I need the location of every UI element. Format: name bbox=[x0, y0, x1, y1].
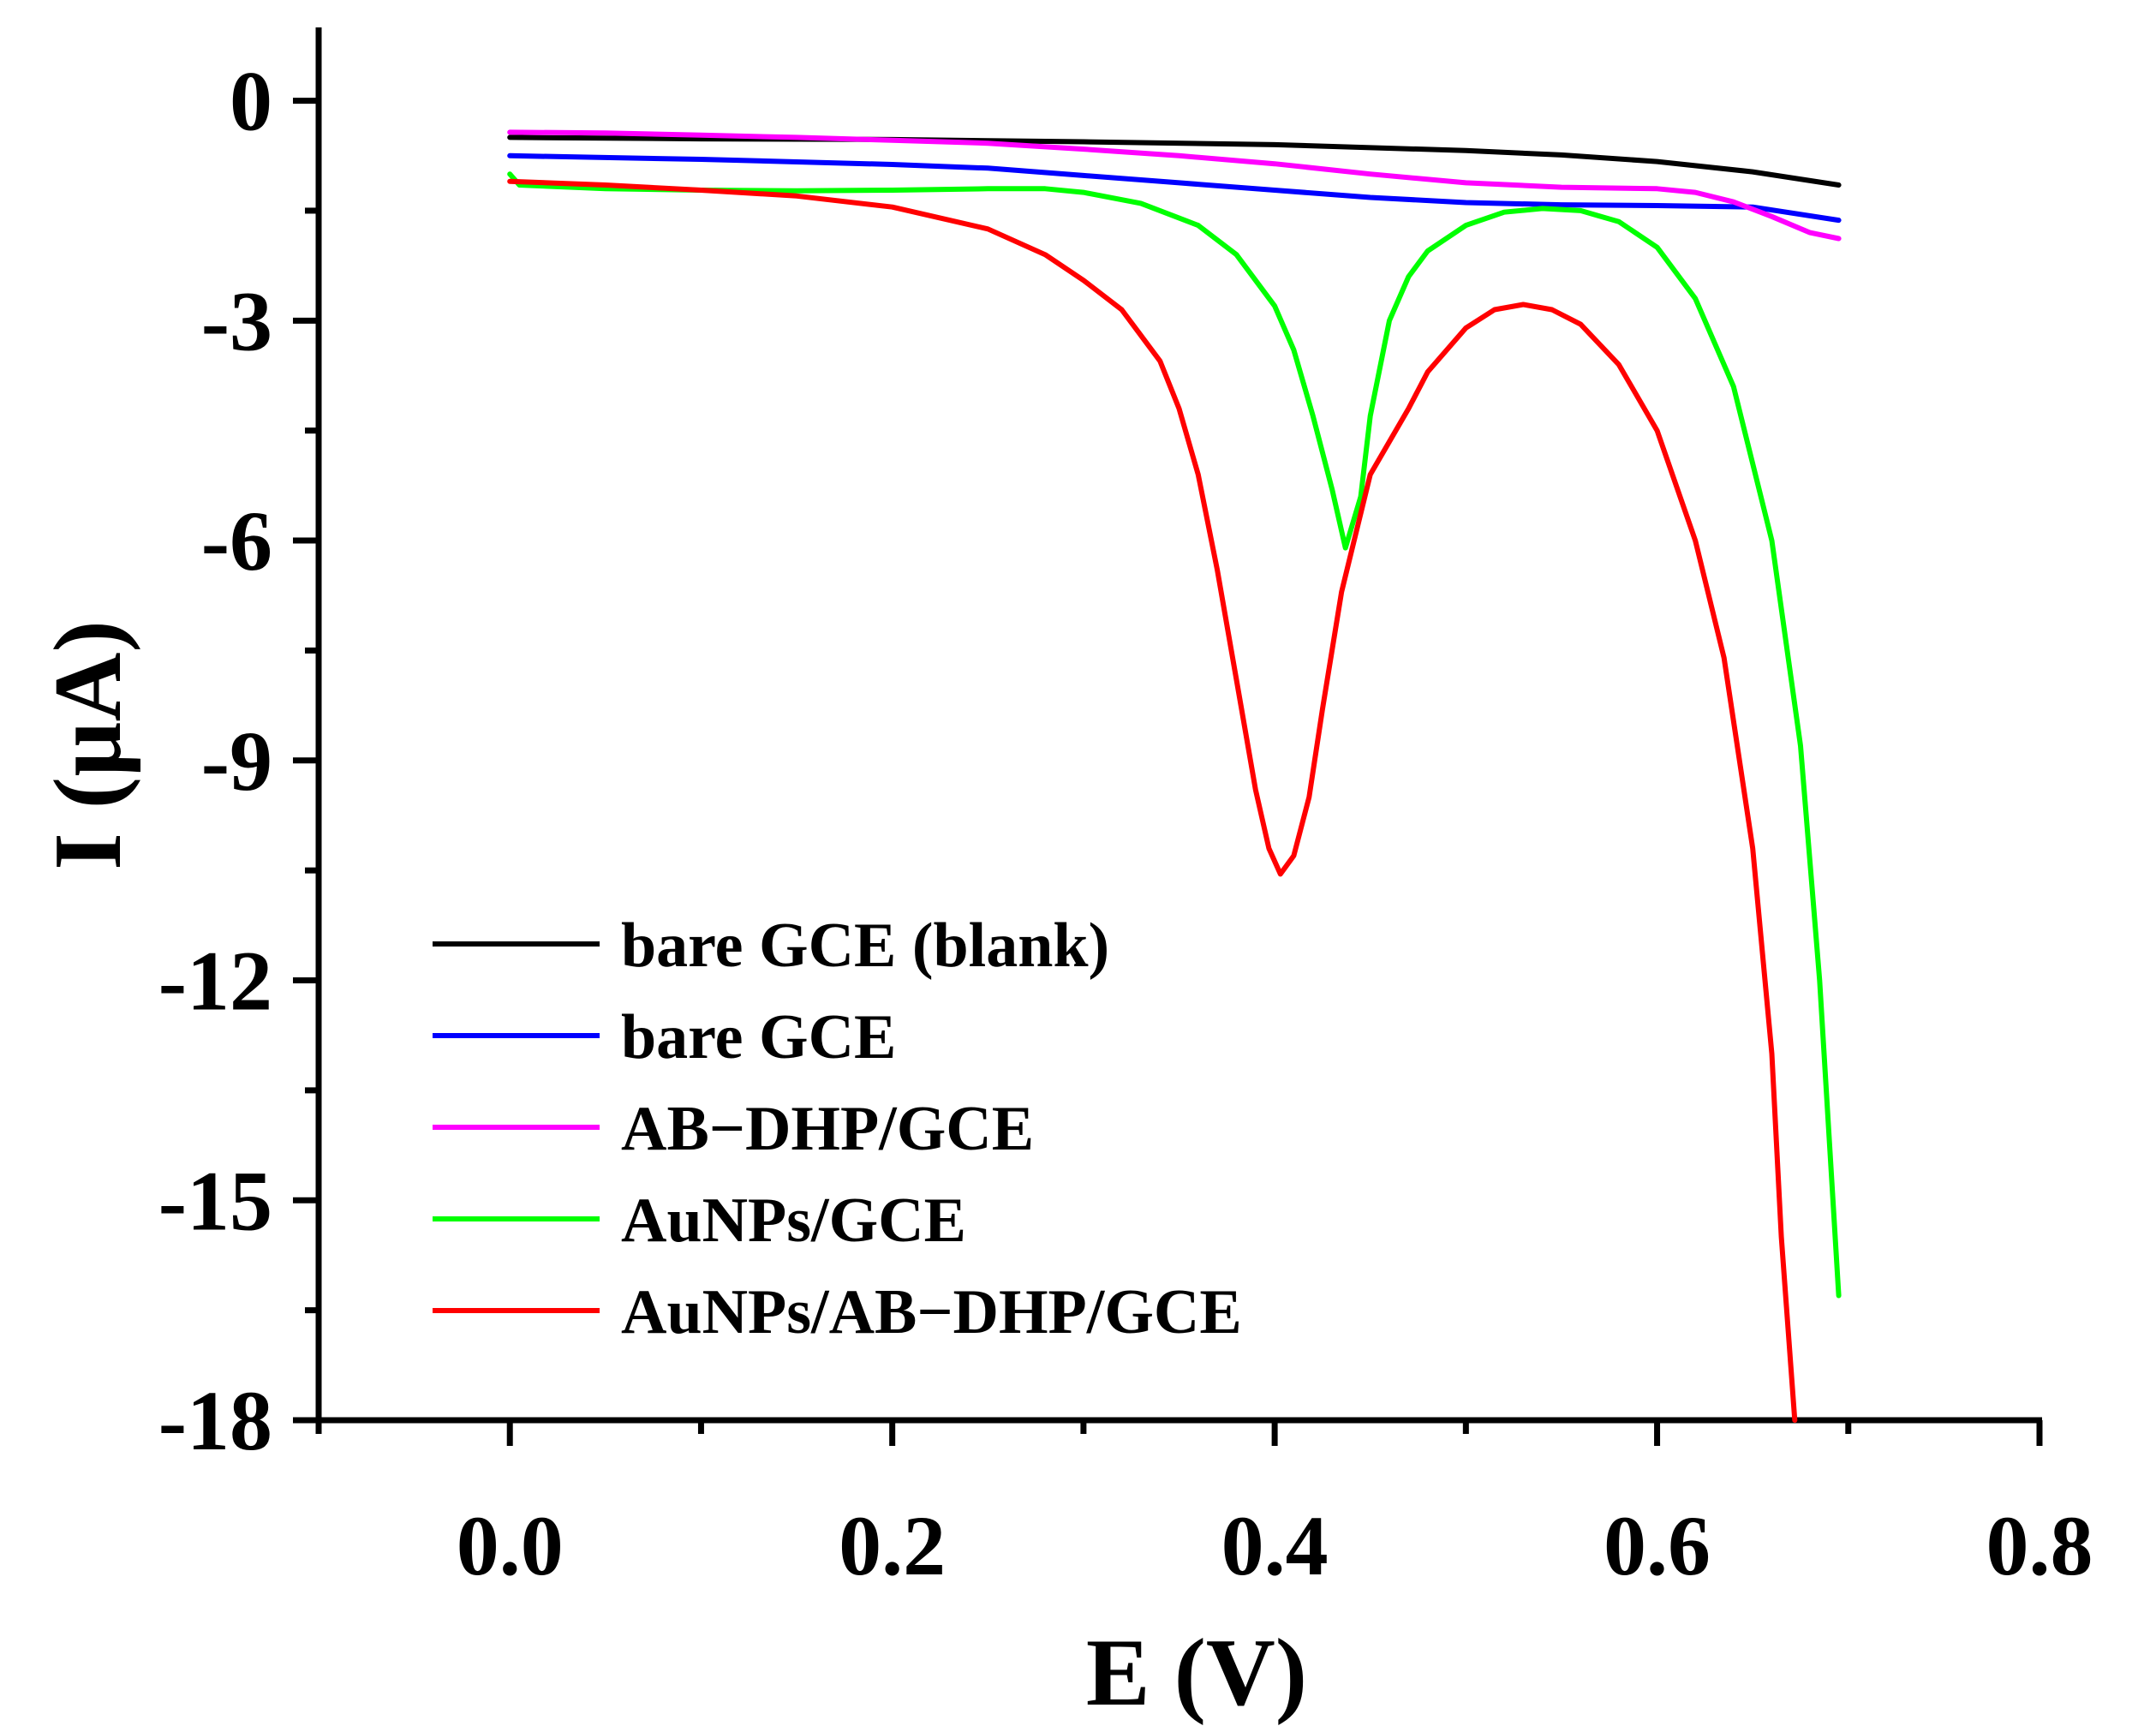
data-series bbox=[507, 129, 1842, 1423]
axis-tick-labels: 0.0 0.2 0.4 0.6 0.8 0 -3 -6 -9 -12 -15 -18 bbox=[158, 54, 2093, 1593]
series-line-3 bbox=[507, 129, 1842, 242]
y-tick-label: -15 bbox=[158, 1153, 272, 1248]
y-tick-label: -18 bbox=[158, 1373, 272, 1468]
x-tick-label: 0.0 bbox=[457, 1498, 564, 1593]
legend: bare GCE (blank) bare GCE AB−DHP/GCE AuNPs/… bbox=[433, 911, 1242, 1347]
y-axis-title: I (µA) bbox=[35, 620, 141, 870]
axis-ticks bbox=[293, 98, 2043, 1446]
series-line-2 bbox=[507, 152, 1842, 224]
legend-label-5: AuNPs/AB−DHP/GCE bbox=[621, 1277, 1242, 1347]
legend-label-3: AB−DHP/GCE bbox=[621, 1094, 1034, 1164]
x-tick-label: 0.6 bbox=[1604, 1498, 1711, 1593]
y-tick-label: -3 bbox=[201, 273, 272, 368]
x-tick-label: 0.8 bbox=[1986, 1498, 2093, 1593]
y-tick-label: -12 bbox=[158, 934, 272, 1029]
legend-label-1: bare GCE (blank) bbox=[621, 911, 1109, 981]
legend-label-4: AuNPs/GCE bbox=[621, 1186, 966, 1256]
y-tick-label: -6 bbox=[201, 493, 272, 588]
series-line-4 bbox=[507, 171, 1842, 1299]
x-tick-label: 0.4 bbox=[1221, 1498, 1329, 1593]
plot-axes bbox=[315, 27, 2042, 1424]
legend-label-2: bare GCE bbox=[621, 1002, 896, 1072]
series-line-5 bbox=[507, 178, 1798, 1423]
x-tick-label: 0.2 bbox=[839, 1498, 946, 1593]
y-tick-label: -9 bbox=[201, 714, 272, 809]
y-tick-label: 0 bbox=[230, 54, 272, 149]
x-axis-title: E (V) bbox=[1086, 1620, 1307, 1726]
